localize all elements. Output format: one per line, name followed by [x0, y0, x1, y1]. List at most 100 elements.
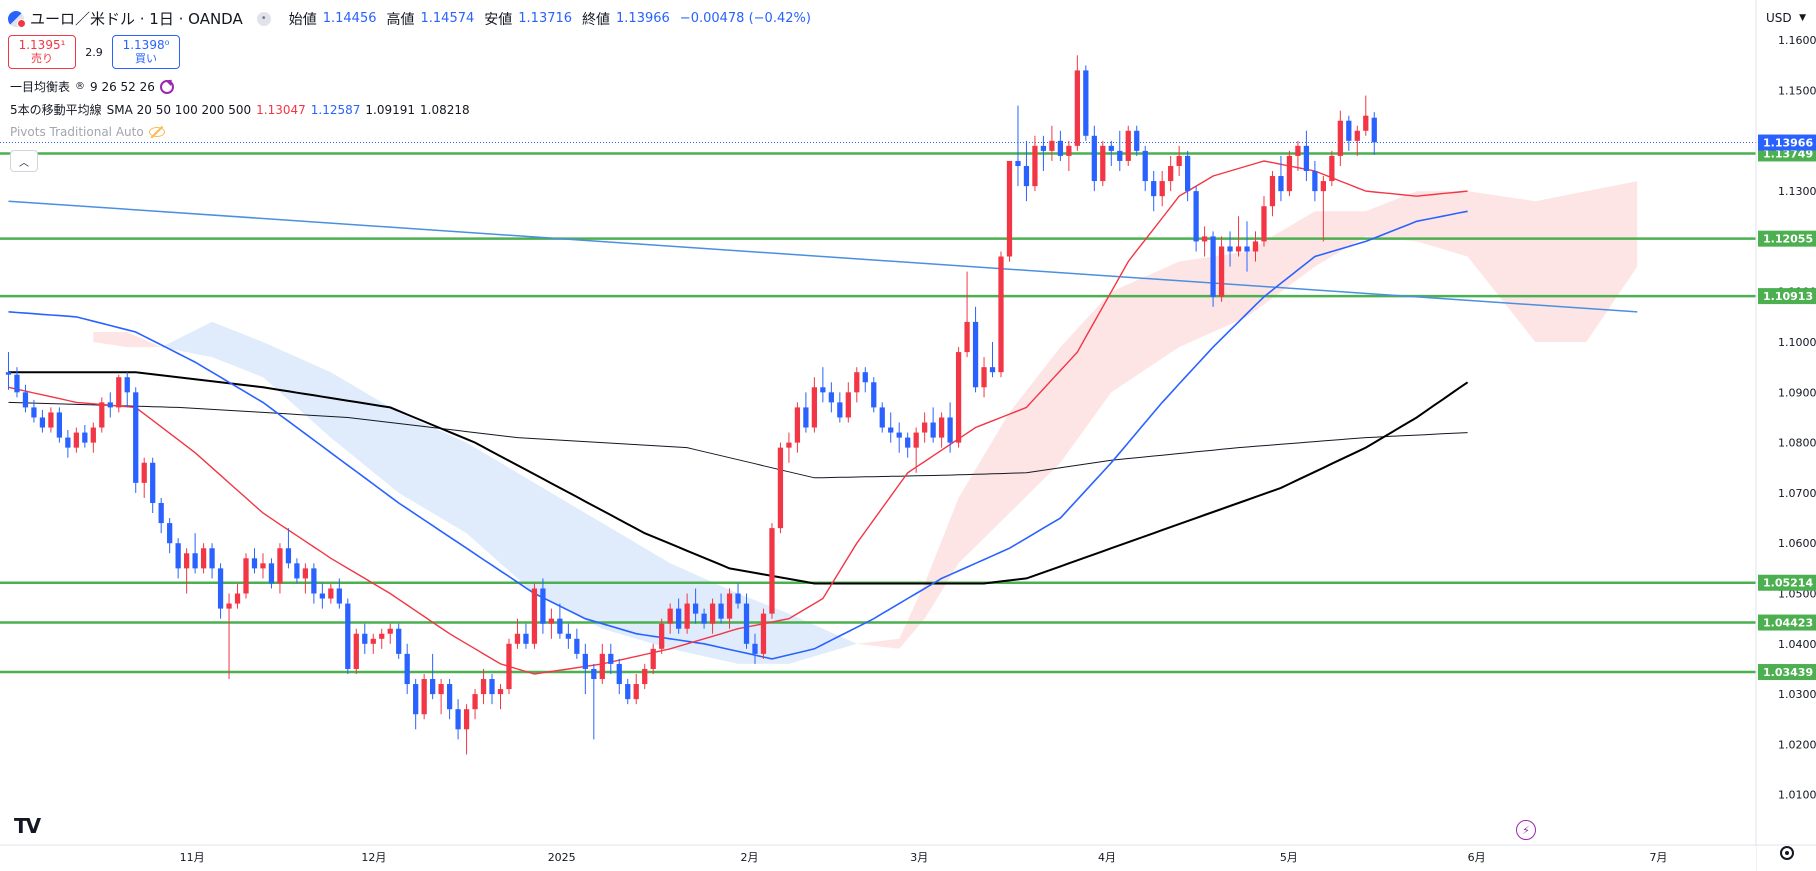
candle-body [90, 427, 96, 443]
candle-body [531, 588, 538, 644]
candle-body [557, 618, 563, 634]
candle-body [1159, 181, 1165, 197]
price-tick-label: 1.15000 [1778, 85, 1816, 98]
candle-body [446, 684, 453, 710]
candle-body [786, 442, 792, 448]
more-options-icon[interactable]: • [256, 11, 271, 26]
candle-body [319, 593, 325, 599]
candle-body [828, 392, 834, 403]
candle-body [192, 553, 198, 569]
candle-body [362, 633, 368, 644]
support-label-bg [1758, 574, 1816, 591]
candle-body [726, 593, 733, 619]
candle-body [684, 603, 690, 629]
candle-body [506, 643, 512, 690]
candle-body [1032, 145, 1038, 187]
candle-body [1168, 165, 1174, 182]
refresh-icon[interactable] [159, 79, 174, 94]
spread-value: 2.9 [85, 45, 103, 59]
close-label: 終値 [582, 11, 611, 28]
sma-legend[interactable]: 5本の移動平均線 SMA 20 50 100 200 500 1.13047 1… [10, 101, 470, 118]
candle-body [22, 392, 29, 408]
candle-body [964, 321, 970, 353]
candle-body [667, 608, 673, 624]
support-label-3: 1.10913 [1763, 290, 1813, 303]
candle-body [514, 633, 521, 644]
sma-args: SMA 20 50 100 200 500 [106, 102, 252, 117]
open-value: 1.14456 [322, 11, 377, 26]
candle-body [1252, 241, 1259, 252]
candle-body [1278, 176, 1284, 192]
candle-body [1312, 171, 1318, 192]
collapse-legend-button[interactable]: ︿ [10, 150, 38, 172]
candle-body [1218, 246, 1225, 297]
candle-body [862, 372, 868, 383]
candle-body [1151, 181, 1157, 197]
sell-button[interactable]: 1.1395¹ 売り [8, 35, 76, 69]
ichimoku-name: 一目均衡表 [10, 80, 71, 94]
candle-body [820, 387, 826, 393]
candle-body [277, 548, 283, 584]
candle-body [1261, 206, 1267, 242]
candle-body [718, 603, 724, 619]
settings-gear-icon[interactable] [1780, 846, 1794, 860]
flash-icon[interactable]: ⚡ [1516, 820, 1536, 840]
candle-body [1354, 130, 1360, 141]
sell-label: 売り [31, 52, 53, 65]
symbol-title[interactable]: ユーロ／米ドル · 1日 · OANDA [30, 10, 243, 28]
candle-body [616, 663, 622, 685]
candle-body [200, 548, 207, 569]
candle-body [871, 382, 877, 408]
candle-body [1057, 140, 1064, 156]
support-label-bg [1758, 288, 1816, 305]
candle-body [676, 608, 682, 629]
candle-body [302, 568, 309, 579]
candle-body [523, 633, 529, 644]
candle-body [421, 679, 427, 715]
candle-body [31, 407, 37, 418]
candle-body [599, 653, 605, 680]
candle-body [1295, 145, 1301, 156]
buy-label: 買い [135, 52, 157, 65]
candle-body [489, 679, 495, 695]
candle-body [608, 653, 614, 664]
candle-body [1337, 120, 1343, 156]
ichimoku-legend[interactable]: 一目均衡表 ® 9 26 52 26 [10, 78, 174, 95]
price-tick-label: 1.01000 [1778, 789, 1816, 802]
candle-body [955, 352, 962, 443]
candle-body [243, 558, 249, 594]
trendline [8, 200, 1638, 313]
candle-body [803, 407, 809, 428]
candle-body [1329, 155, 1335, 182]
candle-body [1108, 145, 1114, 151]
candle-body [1134, 130, 1140, 151]
currency-select[interactable]: USD ▼ [1762, 6, 1810, 30]
buy-button[interactable]: 1.1398⁰ 買い [112, 35, 180, 69]
sma-value-2: 1.12587 [310, 102, 361, 117]
sma-value-1: 1.13047 [256, 102, 306, 117]
candle-body [5, 372, 12, 375]
pivots-legend[interactable]: Pivots Traditional Auto [10, 125, 165, 139]
candle-body [1346, 120, 1352, 141]
candle-body [1083, 70, 1089, 136]
candle-body [777, 447, 784, 529]
price-tick-label: 1.10000 [1778, 336, 1816, 349]
close-value: 1.13966 [616, 11, 670, 26]
candle-body [913, 432, 919, 448]
candle-body [922, 422, 928, 433]
candle-body [396, 628, 402, 654]
candle-body [260, 563, 266, 569]
candle-body [345, 603, 351, 669]
symbol-header: ユーロ／米ドル · 1日 · OANDA • 始値 1.14456 高値 1.1… [8, 8, 811, 29]
candle-body [1100, 145, 1106, 182]
buy-price: 1.1398⁰ [122, 38, 170, 52]
ichimoku-kumo-bullish [93, 181, 1638, 649]
candle-body [285, 548, 292, 564]
support-label-bg [1758, 230, 1816, 247]
candle-body [116, 377, 122, 408]
candle-body [879, 407, 885, 428]
eye-hidden-icon[interactable] [148, 127, 165, 137]
candle-body [591, 668, 597, 680]
